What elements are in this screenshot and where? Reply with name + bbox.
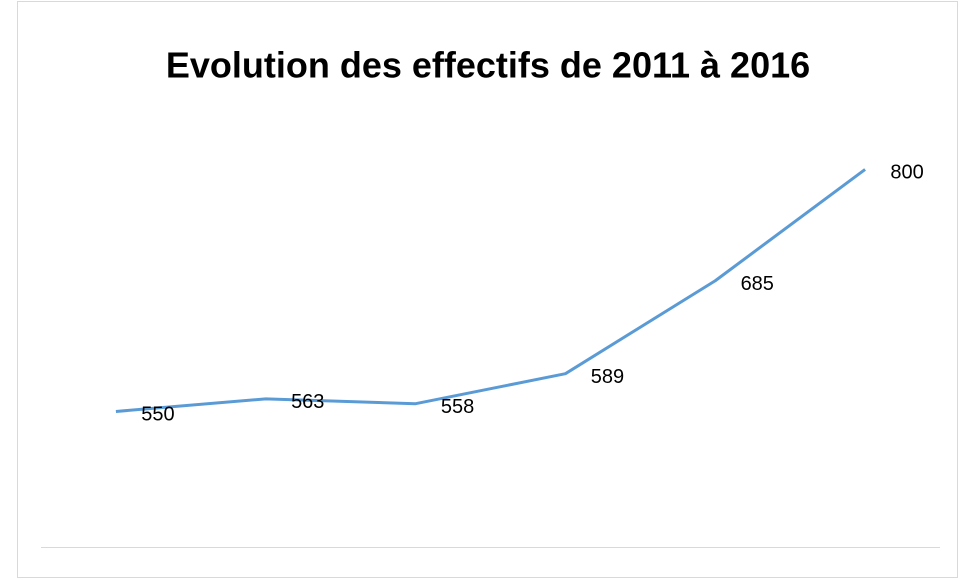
data-label: 685 bbox=[741, 273, 774, 295]
data-label: 550 bbox=[141, 404, 174, 426]
data-label: 563 bbox=[291, 391, 324, 413]
chart-title: Evolution des effectifs de 2011 à 2016 bbox=[166, 45, 810, 86]
data-label: 589 bbox=[591, 366, 624, 388]
chart-frame bbox=[17, 1, 958, 578]
data-label: 558 bbox=[441, 396, 474, 418]
data-label: 800 bbox=[890, 162, 923, 184]
line-series bbox=[115, 168, 866, 413]
